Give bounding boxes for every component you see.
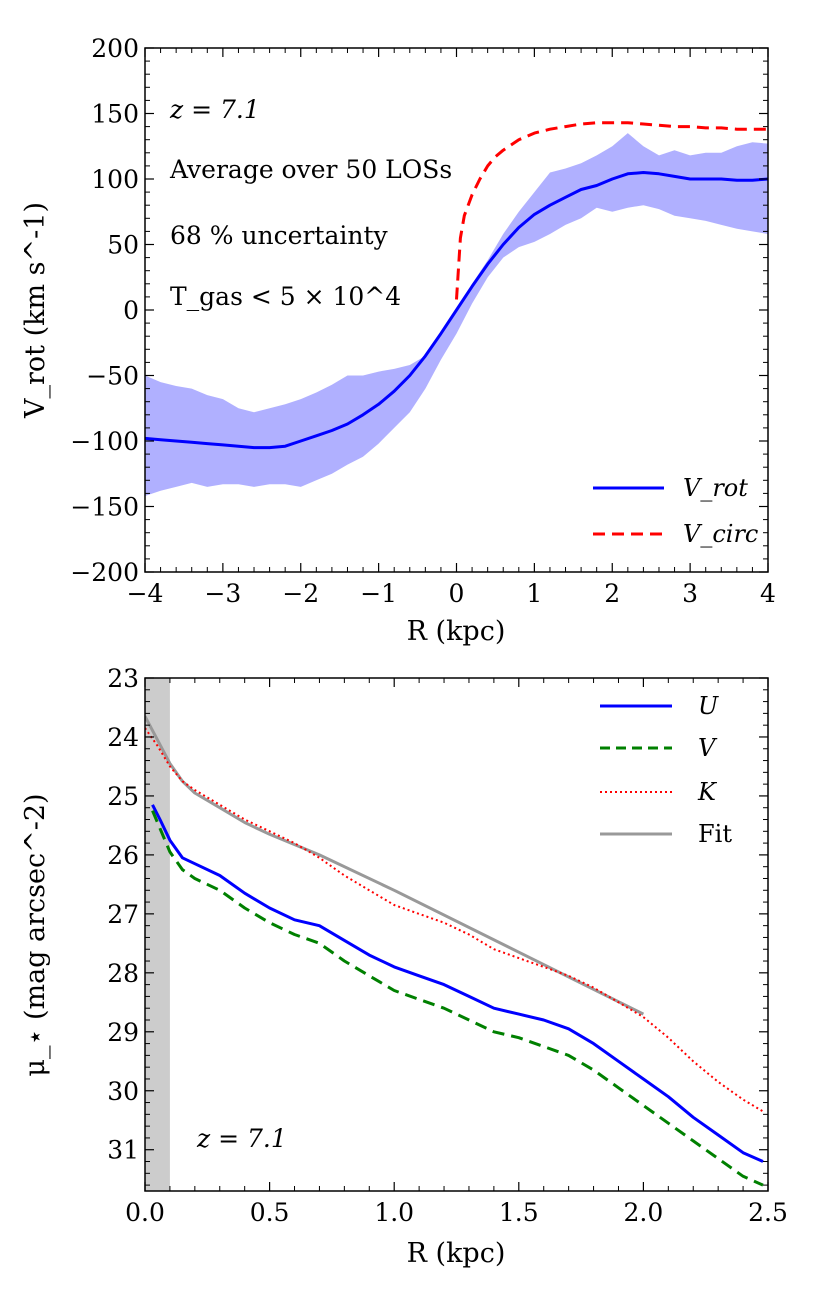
x-tick-label: 2.5	[748, 1198, 788, 1227]
y-tick-label: 150	[91, 100, 139, 129]
legend: V_rot V_circ	[593, 474, 758, 548]
series-line-k	[145, 727, 764, 1113]
plot-frame	[144, 677, 769, 1192]
rotation-curve-panel: −4 −3 −2 −1 0 1 2 3 4 −200 −150 −100 −50 0 50 100 150 20…	[20, 34, 776, 647]
legend-label-u: U	[698, 692, 719, 720]
x-tick-labels: 0.0 0.5 1.0 1.5 2.0 2.5	[125, 1198, 788, 1227]
y-tick-label: −50	[86, 362, 139, 391]
x-tick-label: 4	[760, 579, 776, 608]
legend: U V K Fit	[600, 692, 732, 848]
y-tick-label: −150	[70, 493, 139, 522]
x-axis-label: R (kpc)	[407, 1238, 506, 1269]
y-tick-label: 26	[107, 841, 139, 870]
y-tick-label: 50	[107, 231, 139, 260]
x-tick-label: 0.5	[250, 1198, 290, 1227]
y-axis-label: V_rot (km s^-1)	[20, 202, 51, 419]
series-line-v	[151, 810, 764, 1187]
x-tick-label: −2	[282, 579, 319, 608]
series-line-v-circ	[455, 121, 768, 300]
redshift-annotation: z = 7.1	[196, 1124, 287, 1153]
y-tick-label: 24	[107, 723, 139, 752]
y-tick-label: 27	[107, 900, 139, 929]
series-line-v-rot	[145, 171, 768, 450]
tick-marks	[144, 677, 769, 1191]
x-tick-label: 0.0	[125, 1198, 165, 1227]
x-axis-label: R (kpc)	[407, 616, 506, 647]
y-tick-label: 23	[107, 664, 139, 693]
series-line-u	[151, 804, 764, 1163]
temperature-annotation: T_gas < 5 × 10^4	[170, 282, 401, 311]
resolution-shaded-region	[145, 678, 170, 1191]
series-lines	[145, 715, 764, 1187]
y-tick-label: 31	[107, 1136, 139, 1165]
y-tick-label: 200	[91, 34, 139, 63]
redshift-annotation: z = 7.1	[169, 95, 260, 124]
x-tick-label: 0	[449, 579, 465, 608]
series-line-fit	[145, 715, 645, 1016]
x-tick-label: 1.0	[374, 1198, 414, 1227]
y-tick-labels: −200 −150 −100 −50 0 50 100 150 200	[70, 34, 139, 587]
x-tick-label: −4	[127, 579, 164, 608]
x-tick-label: −1	[360, 579, 397, 608]
los-annotation: Average over 50 LOSs	[169, 155, 452, 184]
legend-label-k: K	[697, 778, 718, 806]
uncertainty-band-area	[145, 133, 768, 496]
legend-label-vrot: V_rot	[683, 474, 748, 502]
legend-label-v: V	[698, 734, 718, 762]
x-tick-label: 1	[526, 579, 542, 608]
series-lines	[145, 121, 768, 450]
y-tick-label: 0	[123, 296, 139, 325]
y-tick-label: 25	[107, 782, 139, 811]
y-tick-label: 100	[91, 165, 139, 194]
y-tick-label: −100	[70, 427, 139, 456]
y-tick-label: 30	[107, 1077, 139, 1106]
x-tick-label: 1.5	[499, 1198, 539, 1227]
x-tick-labels: −4 −3 −2 −1 0 1 2 3 4	[127, 579, 776, 608]
y-axis-label: μ_⋆ (mag arcsec^-2)	[20, 793, 51, 1076]
y-tick-label: 29	[107, 1018, 139, 1047]
x-tick-label: 2.0	[624, 1198, 664, 1227]
surface-brightness-panel: 0.0 0.5 1.0 1.5 2.0 2.5 23 24 25 26 27 28 29 30 31 z …	[20, 664, 788, 1269]
legend-label-fit: Fit	[698, 820, 732, 848]
y-tick-label: 28	[107, 959, 139, 988]
x-tick-label: 2	[604, 579, 620, 608]
y-tick-labels: 23 24 25 26 27 28 29 30 31	[107, 664, 139, 1165]
uncertainty-band	[145, 133, 768, 496]
tick-marks	[144, 47, 769, 573]
legend-label-vcirc: V_circ	[683, 520, 758, 548]
x-tick-label: 3	[682, 579, 698, 608]
y-tick-label: −200	[70, 558, 139, 587]
uncertainty-annotation: 68 % uncertainty	[170, 221, 389, 250]
x-tick-label: −3	[204, 579, 241, 608]
